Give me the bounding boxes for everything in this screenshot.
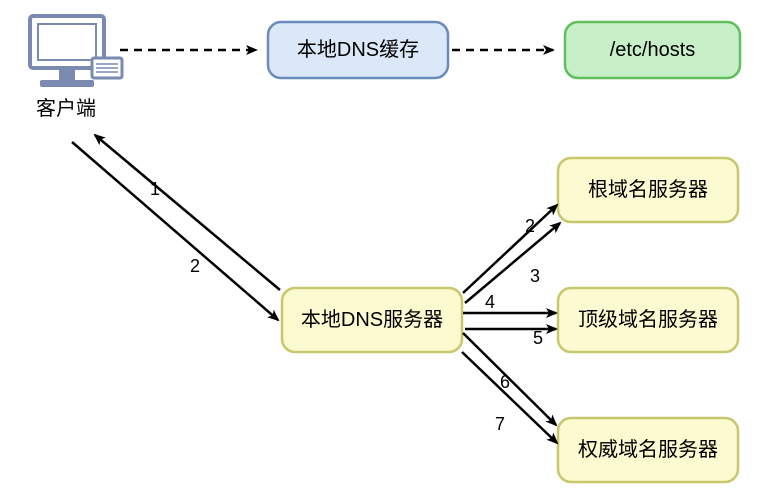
hosts-label: /etc/hosts: [610, 39, 696, 61]
client-label: 客户端: [36, 97, 96, 120]
dns-resolution-diagram: 客户端 本地DNS缓存/etc/hosts 本地DNS服务器 根域名服务器顶级域名服…: [0, 0, 762, 500]
edge-root-to-local-3: [465, 223, 560, 303]
tld-label: 顶级域名服务器: [578, 308, 718, 331]
edge-label-local-to-root-2: 2: [525, 216, 535, 236]
cache-node: 本地DNS缓存: [268, 22, 448, 78]
root-label: 根域名服务器: [588, 178, 708, 201]
edge-client-to-local-2: [72, 142, 278, 320]
auth-label: 权威域名服务器: [578, 438, 718, 461]
edge-label-auth-to-local-7: 7: [495, 414, 505, 434]
edge-label-tld-to-local-5: 5: [533, 328, 543, 348]
hosts-node: /etc/hosts: [565, 22, 740, 78]
auth-node: 权威域名服务器: [558, 418, 738, 482]
localdns-node: 本地DNS服务器: [282, 288, 462, 352]
localdns-label: 本地DNS服务器: [301, 308, 443, 331]
edge-label-root-to-local-3: 3: [530, 266, 540, 286]
root-node: 根域名服务器: [558, 158, 738, 222]
edge-client-to-local-1: [95, 135, 280, 290]
client-computer-icon: [30, 16, 122, 87]
tld-node: 顶级域名服务器: [558, 288, 738, 352]
edge-label-client-to-local-2: 2: [190, 256, 200, 276]
edge-label-local-to-tld-4: 4: [485, 292, 495, 312]
edge-auth-to-local-7: [462, 352, 557, 443]
edge-label-client-to-local-1: 1: [150, 179, 160, 199]
cache-label: 本地DNS缓存: [297, 38, 419, 61]
edge-local-to-root-2: [463, 205, 557, 293]
